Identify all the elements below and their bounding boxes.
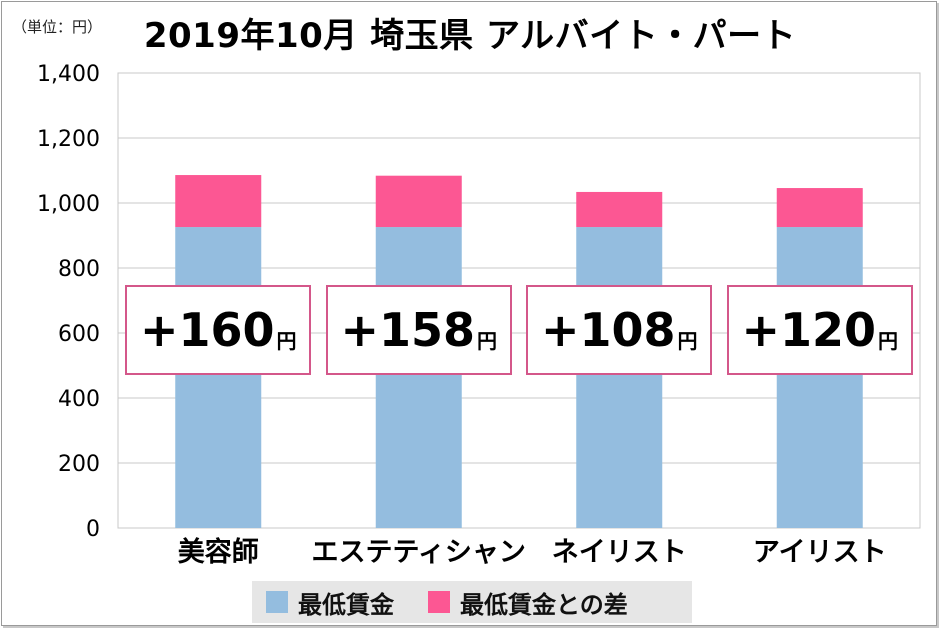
y-tick-label: 400 bbox=[58, 387, 100, 412]
difference-callout: +108 円 bbox=[526, 285, 713, 375]
callout-value: +108 bbox=[540, 303, 676, 357]
bar-base bbox=[375, 227, 462, 529]
legend-swatch-diff bbox=[428, 591, 450, 613]
bar-diff bbox=[776, 188, 863, 228]
x-category-label: エステティシャン bbox=[312, 537, 526, 568]
difference-callout: +158 円 bbox=[325, 285, 512, 375]
chart-title: 2019年10月 埼玉県 アルバイト・パート bbox=[143, 16, 797, 56]
legend-label-base: 最低賃金 bbox=[298, 590, 394, 619]
y-tick-label: 200 bbox=[58, 452, 100, 477]
callout-unit: 円 bbox=[477, 328, 498, 353]
bar-diff bbox=[375, 175, 462, 228]
legend-label-diff: 最低賃金との差 bbox=[460, 590, 628, 619]
difference-callout: +120 円 bbox=[726, 285, 913, 375]
bar-diff bbox=[576, 191, 663, 228]
bar-base bbox=[175, 227, 262, 529]
x-category-label: ネイリスト bbox=[552, 537, 687, 568]
y-tick-label: 0 bbox=[86, 517, 100, 542]
legend-swatch-base bbox=[266, 591, 288, 613]
callout-unit: 円 bbox=[276, 328, 297, 353]
y-tick-label: 800 bbox=[58, 257, 100, 282]
y-tick-label: 1,000 bbox=[37, 192, 100, 217]
plot-area bbox=[117, 72, 921, 529]
difference-callout: +160 円 bbox=[125, 285, 312, 375]
unit-label: （単位：円） bbox=[12, 18, 103, 36]
y-tick-label: 1,400 bbox=[37, 62, 100, 87]
callout-value: +158 bbox=[340, 303, 476, 357]
legend-item-base: 最低賃金 bbox=[266, 585, 394, 620]
bar-base bbox=[776, 227, 863, 529]
callout-value: +160 bbox=[139, 303, 275, 357]
callout-unit: 円 bbox=[878, 328, 899, 353]
callout-value: +120 bbox=[741, 303, 877, 357]
x-category-label: アイリスト bbox=[753, 537, 887, 568]
bar-base bbox=[576, 227, 663, 529]
legend-item-diff: 最低賃金との差 bbox=[428, 585, 628, 620]
callout-unit: 円 bbox=[677, 328, 698, 353]
bar-diff bbox=[175, 175, 262, 228]
legend: 最低賃金 最低賃金との差 bbox=[252, 581, 692, 623]
x-category-label: 美容師 bbox=[178, 536, 259, 568]
y-tick-label: 1,200 bbox=[37, 127, 100, 152]
y-tick-label: 600 bbox=[58, 322, 100, 347]
